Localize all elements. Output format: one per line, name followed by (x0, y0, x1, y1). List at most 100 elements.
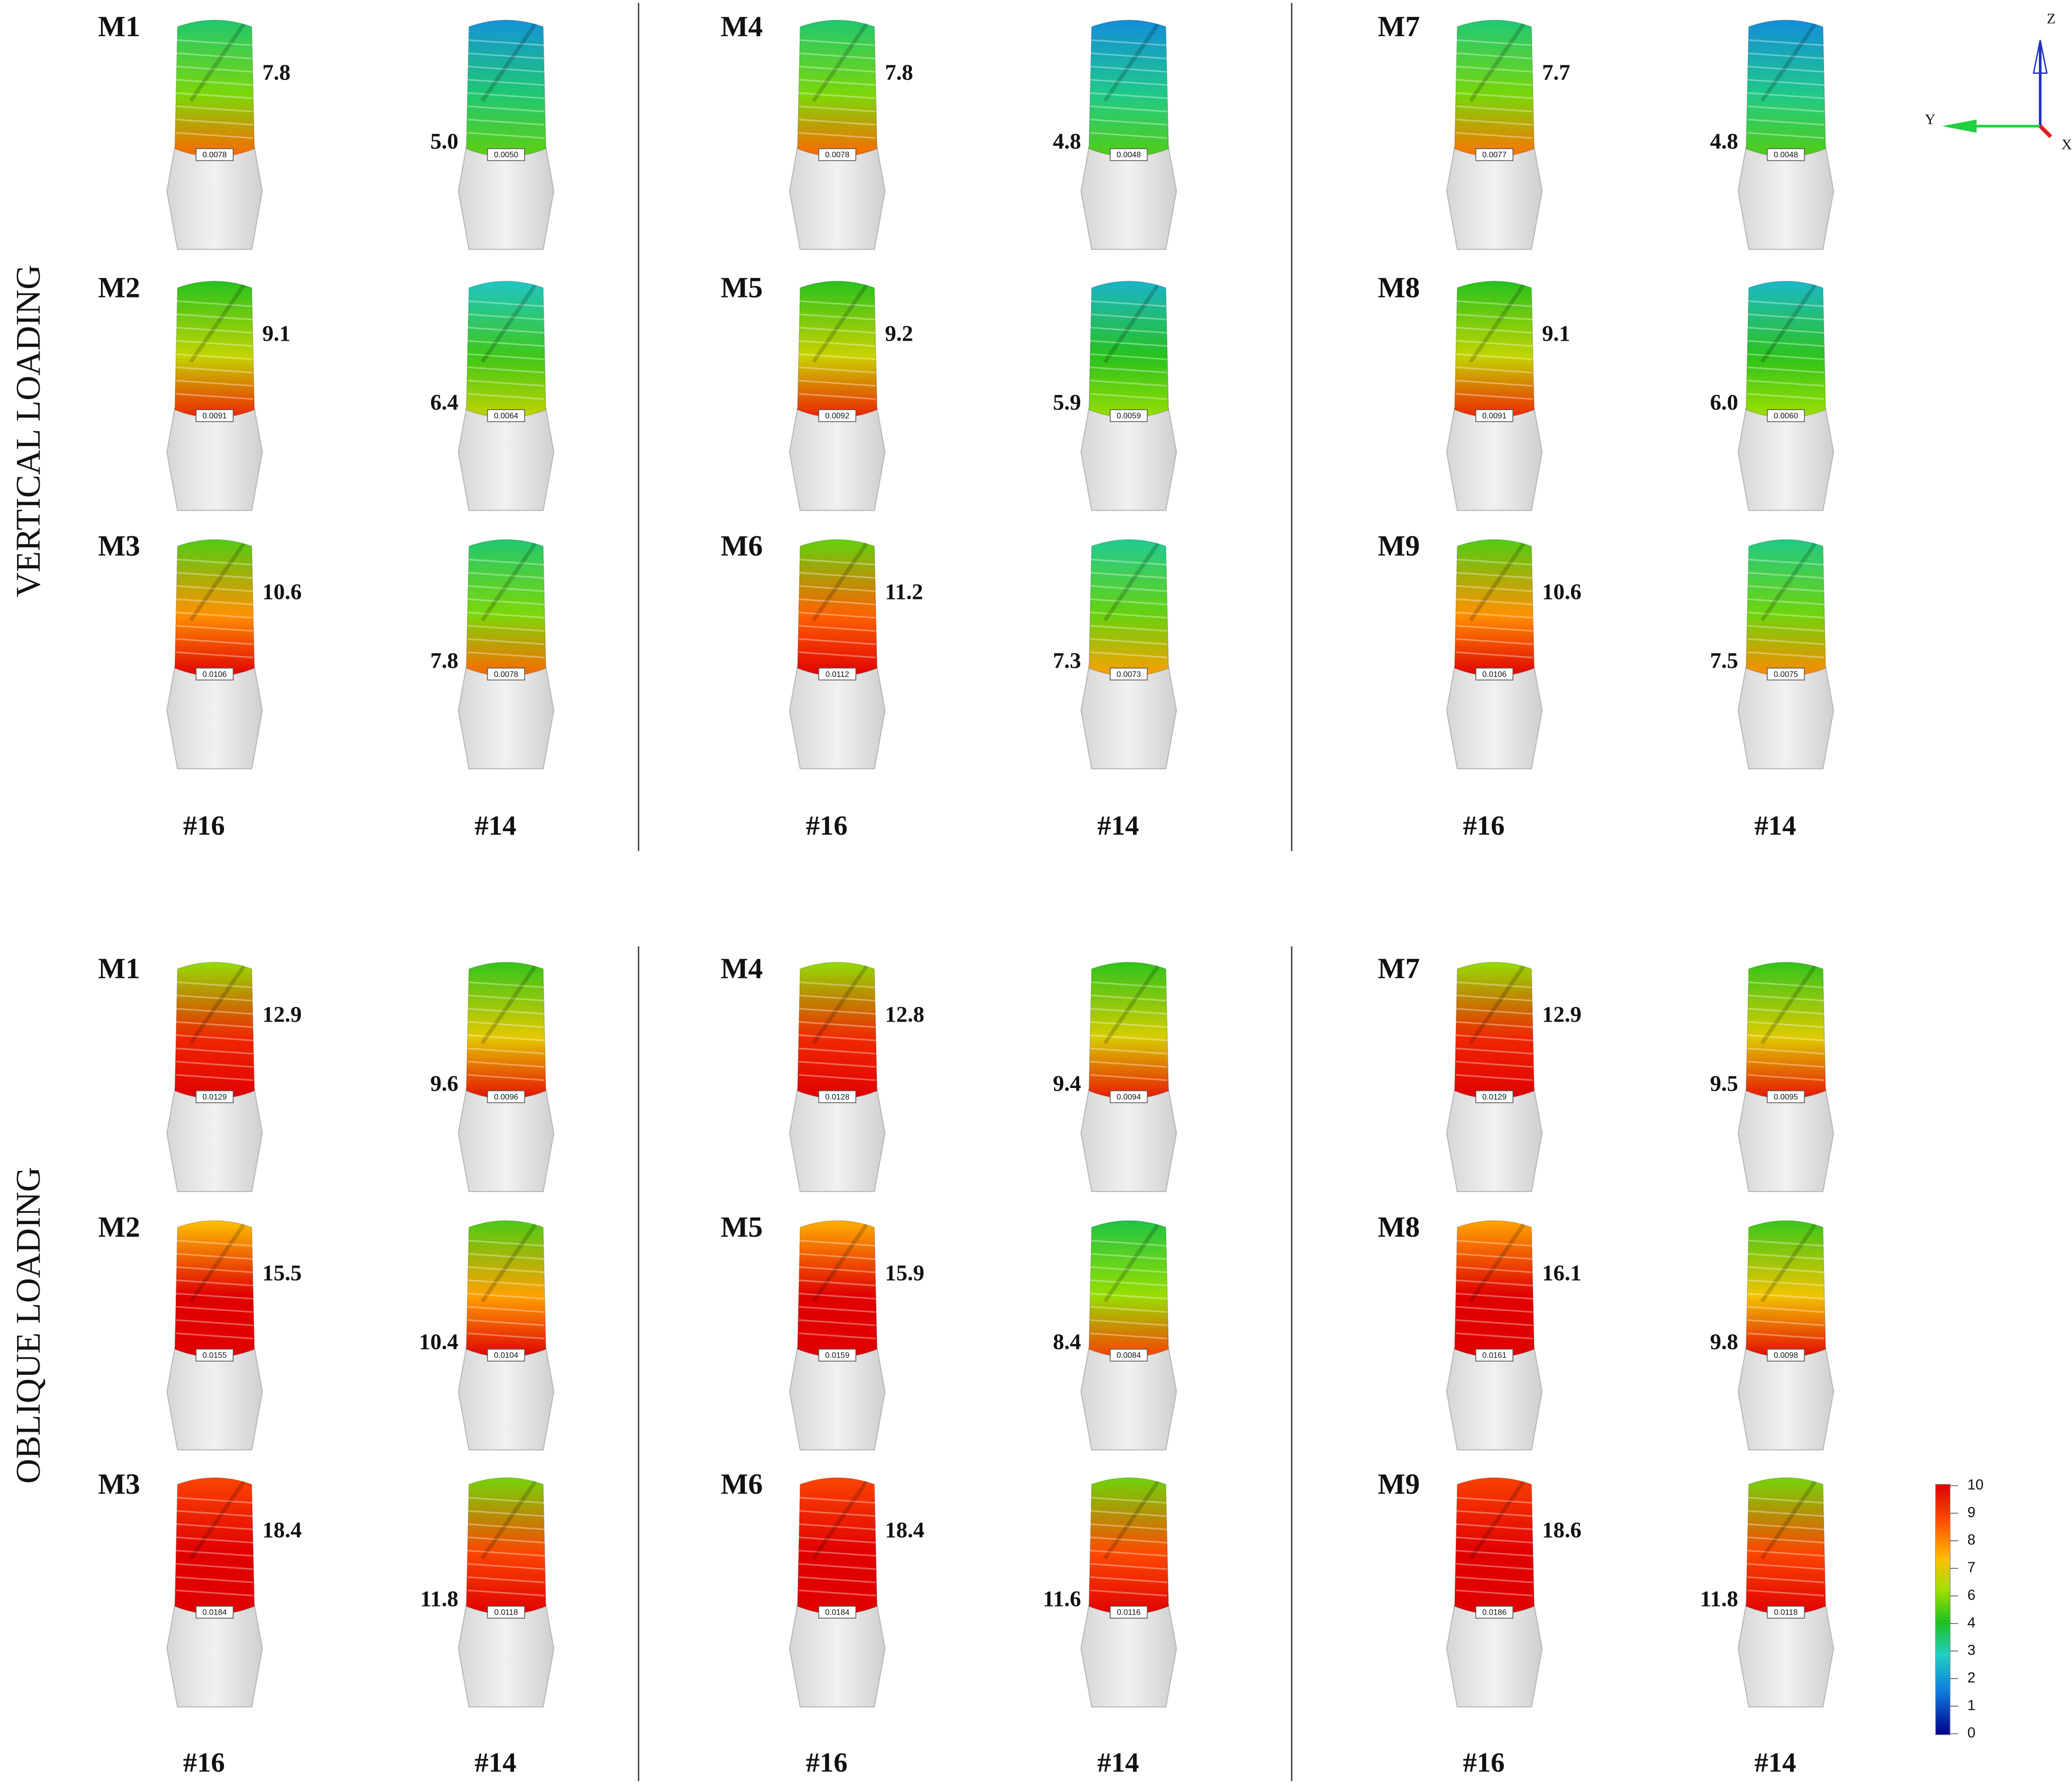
thread (1456, 1589, 1533, 1597)
thread (467, 313, 545, 321)
abutment (458, 1347, 555, 1451)
thread-groove (811, 23, 868, 103)
value-box (1767, 1349, 1805, 1362)
value-box-label: 0.0048 (1116, 151, 1141, 159)
thread-groove (189, 542, 246, 622)
thread (176, 1497, 253, 1504)
model-label: M8 (1378, 271, 1420, 304)
abutment (1737, 1088, 1834, 1192)
thread (1090, 1332, 1168, 1340)
thread (1456, 1306, 1533, 1313)
thread (467, 132, 545, 139)
stress-label: 11.8 (420, 1586, 458, 1611)
thread (1747, 572, 1825, 579)
stress-label: 12.9 (262, 1002, 301, 1027)
thread (798, 39, 876, 46)
thread (1456, 1497, 1533, 1504)
thread-groove (1103, 965, 1160, 1044)
value-box (818, 409, 857, 422)
stress-label: 15.9 (885, 1260, 924, 1285)
thread (1456, 1292, 1533, 1300)
thread-groove (1760, 542, 1817, 622)
thread (1090, 1008, 1168, 1015)
thread (176, 1292, 253, 1300)
implant-body (1088, 1220, 1169, 1358)
thread (798, 638, 876, 645)
stress-label: 7.8 (885, 59, 913, 84)
thread (176, 340, 253, 347)
thread (798, 572, 876, 579)
thread-groove (189, 965, 246, 1044)
thread (798, 313, 876, 321)
thread-groove (811, 1223, 868, 1303)
thread (1090, 1239, 1168, 1247)
value-box-label: 0.0159 (825, 1351, 850, 1360)
thread (176, 105, 253, 113)
thread-groove (480, 1223, 537, 1303)
thread (176, 1332, 253, 1340)
site-label: #14 (1754, 1747, 1796, 1777)
abutment (1080, 1088, 1177, 1192)
color-tick-label: 3 (1967, 1642, 1976, 1658)
value-box (1767, 148, 1805, 161)
thread (1747, 105, 1825, 113)
abutment (458, 666, 555, 769)
thread (176, 1074, 253, 1081)
thread (467, 1550, 545, 1557)
thread (176, 39, 253, 46)
thread (176, 1034, 253, 1041)
value-box-label: 0.0118 (494, 1609, 518, 1617)
thread (467, 119, 545, 126)
value-box (1109, 667, 1148, 680)
value-box-label: 0.0075 (1774, 670, 1798, 679)
abutment (789, 147, 886, 250)
thread (176, 1306, 253, 1313)
value-box-label: 0.0084 (1116, 1351, 1141, 1360)
thread (176, 1061, 253, 1068)
value-box-label: 0.0091 (1482, 412, 1507, 421)
value-box (487, 1090, 525, 1104)
thread-groove (189, 1223, 246, 1303)
model-label: M8 (1378, 1211, 1420, 1243)
thread-groove (1760, 965, 1817, 1044)
thread (1747, 1306, 1825, 1313)
value-box-label: 0.0059 (1116, 412, 1141, 421)
site-label: #16 (1463, 810, 1505, 841)
value-box-label: 0.0096 (494, 1093, 519, 1102)
implant-body (1088, 1477, 1169, 1615)
thread (1456, 1034, 1533, 1041)
thread (798, 379, 876, 387)
implant-body (1454, 539, 1535, 677)
thread (798, 393, 876, 400)
implant-body (1454, 961, 1535, 1100)
implant-body (797, 539, 878, 677)
model-label: M9 (1378, 529, 1420, 562)
implant-body (797, 280, 878, 419)
site-label: #14 (1754, 810, 1796, 841)
value-box (487, 1349, 525, 1362)
thread (1747, 379, 1825, 387)
thread (467, 981, 545, 988)
value-box-label: 0.0048 (1774, 151, 1798, 159)
value-box-label: 0.0078 (825, 151, 850, 159)
thread (798, 1034, 876, 1041)
thread (1090, 1279, 1168, 1286)
value-box-label: 0.0092 (825, 412, 849, 421)
value-box-label: 0.0129 (1482, 1093, 1507, 1102)
thread (1747, 981, 1825, 988)
stress-label: 10.6 (1542, 579, 1581, 604)
thread (1090, 572, 1168, 579)
thread (1747, 327, 1825, 334)
thread-groove (1103, 1223, 1160, 1303)
implant-body (797, 20, 878, 157)
value-box-label: 0.0091 (202, 412, 227, 421)
value-box-label: 0.0060 (1774, 412, 1798, 421)
abutment (166, 666, 263, 769)
thread (1456, 1047, 1533, 1055)
thread-groove (1469, 965, 1525, 1044)
thread (798, 1047, 876, 1055)
thread (1090, 625, 1168, 632)
thread (1456, 300, 1533, 308)
thread (467, 1510, 545, 1517)
